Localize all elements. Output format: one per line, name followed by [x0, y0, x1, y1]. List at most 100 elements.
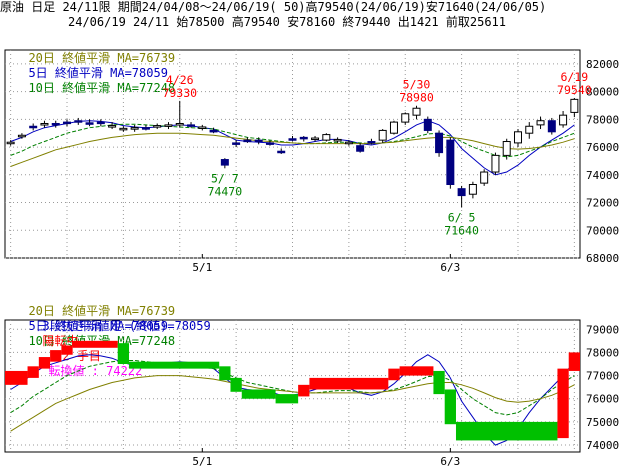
header-line2-text: 24/06/19 24/11 始78500 高79540 安78160 終794…	[68, 15, 507, 29]
candle-body	[209, 129, 218, 133]
new-price-brick	[72, 340, 118, 348]
new-price-brick	[455, 421, 558, 441]
legend-ma5: 5日 終値平滑 MA=78059	[28, 66, 168, 80]
candle-body	[164, 124, 173, 127]
candle-body	[220, 159, 229, 166]
y-tick-label: 72000	[586, 197, 619, 210]
candle-body	[175, 122, 184, 126]
new-price-brick	[50, 350, 62, 362]
y-tick-label: 76000	[586, 393, 619, 406]
y-tick-label: 80000	[586, 86, 619, 99]
candle-body	[187, 124, 196, 127]
y-tick-label: 74000	[586, 169, 619, 182]
candle-body	[525, 125, 534, 134]
candle-body	[412, 107, 421, 116]
y-tick-label: 75000	[586, 416, 619, 429]
new-price-brick	[309, 377, 389, 390]
annotation-date: 5/30	[403, 78, 431, 92]
candle-body	[570, 98, 579, 113]
candle-body	[51, 122, 60, 126]
candle-body	[356, 145, 365, 152]
annotation-value: 74470	[208, 184, 243, 198]
candle-body	[119, 127, 128, 131]
candle-body	[491, 154, 500, 173]
ma-line-2	[10, 375, 575, 432]
x-tick-label: 5/1	[192, 455, 212, 468]
x-tick-label: 5/1	[192, 261, 212, 274]
candle-body	[17, 134, 26, 138]
y-tick-label: 79000	[586, 323, 619, 336]
candle-body	[322, 134, 331, 141]
candlestick-panel: 68000 70000 72000 74000 76000 78000 80000 82000…	[4, 49, 619, 274]
header-line1-text: 原油 日足 24/11限 期間24/04/08～24/06/19( 50)高79…	[0, 0, 547, 14]
candle-body	[232, 142, 241, 145]
annotation-date: 4/26	[166, 73, 194, 87]
candle-body	[513, 131, 522, 144]
legend-ma10: 10日 終値平滑 MA=77248	[28, 81, 176, 95]
candle-body	[96, 121, 105, 125]
new-price-brick	[241, 389, 276, 399]
candle-body	[299, 136, 308, 140]
legend-ma5-bottom: 5日 終値平滑 MA=78059	[28, 319, 168, 333]
candle-body	[29, 125, 38, 129]
candle-body	[6, 141, 15, 145]
y-tick-label: 78000	[586, 346, 619, 359]
new-price-brick	[38, 357, 51, 369]
annotation-date: 6/19	[561, 70, 589, 84]
new-price-brick	[433, 370, 445, 395]
candle-body	[141, 127, 150, 130]
new-price-brick	[27, 366, 39, 378]
new-price-brick	[219, 366, 231, 381]
new-price-brick	[557, 368, 569, 439]
candle-body	[536, 120, 545, 126]
y-tick-label: 77000	[586, 370, 619, 383]
candle-body	[401, 113, 410, 123]
new-price-brick	[298, 384, 310, 397]
legend-ma20-bottom: 20日 終値平滑 MA=76739	[28, 304, 176, 318]
candle-body	[502, 141, 511, 156]
candle-body	[559, 114, 568, 126]
annotation-value: 71640	[444, 224, 479, 238]
new-price-brick	[230, 377, 242, 392]
x-tick-label: 6/3	[440, 261, 460, 274]
candle-body	[254, 139, 263, 143]
new-price-brick	[129, 361, 220, 369]
annotation-value: 79330	[162, 86, 197, 100]
candle-body	[435, 132, 444, 154]
new-price-brick	[399, 366, 434, 376]
y-tick-label: 76000	[586, 141, 619, 154]
candle-body	[108, 125, 117, 128]
bottom-legend: 20日 終値平滑 MA=76739 5日 終値平滑 MA=78059 10日 終…	[14, 289, 175, 348]
candle-body	[198, 126, 207, 129]
y-tick-label: 70000	[586, 224, 619, 237]
candle-body	[389, 121, 398, 134]
candle-body	[423, 118, 432, 131]
new-price-brick	[444, 389, 456, 425]
annotation-date: 6/ 5	[448, 211, 476, 225]
ma-line-1	[10, 360, 575, 416]
candle-body	[547, 120, 556, 133]
candle-body	[333, 138, 342, 142]
new-price-brick	[117, 343, 130, 364]
chart-header-line1: 原油 日足 24/11限 期間24/04/08～24/06/19( 50)高79…	[0, 0, 580, 15]
new-price-brick	[61, 345, 73, 355]
candle-body	[457, 188, 466, 197]
legend-hand: 2 手目	[62, 349, 101, 363]
legend-ma20: 20日 終値平滑 MA=76739	[28, 51, 176, 65]
candle-body	[265, 142, 274, 145]
new-price-brick	[568, 352, 580, 371]
top-legend: 20日 終値平滑 MA=76739 5日 終値平滑 MA=78059 10日 終…	[14, 36, 175, 95]
candle-body	[446, 139, 455, 186]
new-price-brick	[388, 368, 400, 381]
candle-body	[153, 125, 162, 128]
candle-body	[243, 139, 252, 143]
annotation-value: 79540	[557, 83, 592, 97]
candle-body	[40, 122, 49, 126]
x-tick-label: 6/3	[440, 455, 460, 468]
candle-body	[288, 138, 297, 141]
y-tick-label: 68000	[586, 252, 619, 265]
candle-body	[367, 141, 376, 144]
candle-body	[63, 121, 72, 125]
candle-body	[480, 171, 489, 184]
